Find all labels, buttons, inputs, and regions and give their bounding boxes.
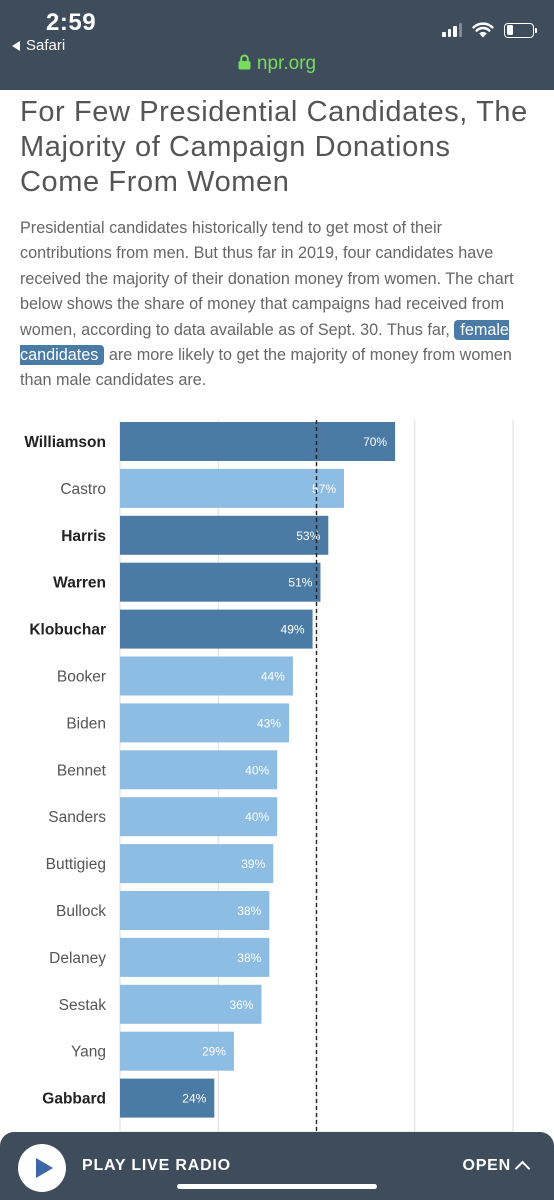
article-intro: Presidential candidates historically ten… [20,216,520,394]
home-indicator [177,1184,377,1189]
lock-icon [238,54,251,70]
category-label: Klobuchar [29,622,106,639]
data-label: 57% [312,482,336,496]
category-label: Yang [71,1044,106,1061]
browser-top-bar: 2:59 Safari npr.org [0,0,554,90]
intro-text: Presidential candidates historically ten… [20,219,514,339]
data-label: 44% [261,670,285,684]
live-radio-bar: PLAY LIVE RADIO OPEN [0,1132,554,1200]
data-label: 39% [241,857,265,871]
data-label: 36% [229,998,253,1012]
data-label: 29% [202,1045,226,1059]
chart-bar [120,468,345,508]
bar-chart-svg: Williamson 70% Castro 57% Harris 53% Warren 51%… [24,420,514,1133]
data-label: 40% [245,763,269,777]
category-label: Castro [60,481,106,498]
back-to-app-link[interactable]: Safari [12,37,65,54]
category-label: Bullock [56,903,106,920]
chart-bar [120,844,274,884]
back-arrow-icon [12,40,20,51]
back-app-label: Safari [26,37,66,54]
category-label: Booker [57,669,106,686]
article-headline: For Few Presidential Candidates, The Maj… [20,96,528,198]
chart-bar [120,750,278,790]
play-button[interactable] [18,1144,66,1192]
url-text: npr.org [256,53,317,74]
category-label: Gabbard [42,1091,106,1108]
data-label: 43% [257,716,281,730]
data-label: 70% [363,435,387,449]
data-label: 38% [237,904,261,918]
data-label: 40% [245,810,269,824]
category-label: Buttigieg [46,856,106,873]
chart-bar [120,1031,234,1071]
donation-share-chart: Williamson 70% Castro 57% Harris 53% Warren 51%… [0,420,554,1140]
data-label: 49% [281,623,305,637]
status-icons [442,22,537,38]
play-icon [36,1158,53,1178]
chart-bar [120,609,313,649]
chart-bar [120,515,329,555]
data-label: 51% [288,576,312,590]
status-time: 2:59 [46,9,97,36]
chart-bar [120,937,270,977]
category-label: Warren [53,575,106,592]
intro-text-end: are more likely to get the majority of m… [20,346,512,390]
category-label: Sestak [59,997,107,1014]
chart-bar [120,656,293,696]
category-label: Bennet [57,762,107,779]
open-player-button[interactable]: OPEN [462,1157,531,1177]
play-live-radio-label[interactable]: PLAY LIVE RADIO [82,1157,231,1174]
category-label: Harris [61,528,106,545]
data-label: 24% [182,1092,206,1106]
address-bar[interactable]: npr.org [0,53,554,75]
chart-bar [120,1078,215,1118]
data-label: 38% [237,951,261,965]
battery-icon [504,22,537,38]
wifi-icon [472,22,494,38]
chart-bar [120,562,321,602]
category-label: Williamson [24,434,106,451]
chart-bar [120,703,289,743]
data-label: 53% [296,529,320,543]
cellular-signal-icon [442,23,462,37]
category-label: Biden [66,715,106,732]
chart-bar [120,797,278,837]
category-label: Sanders [48,809,106,826]
chart-bar [120,891,270,930]
chart-bar [120,984,262,1024]
chevron-up-icon [514,1160,531,1177]
category-label: Delaney [49,950,106,967]
open-label: OPEN [462,1157,511,1174]
chart-bar [120,422,396,461]
